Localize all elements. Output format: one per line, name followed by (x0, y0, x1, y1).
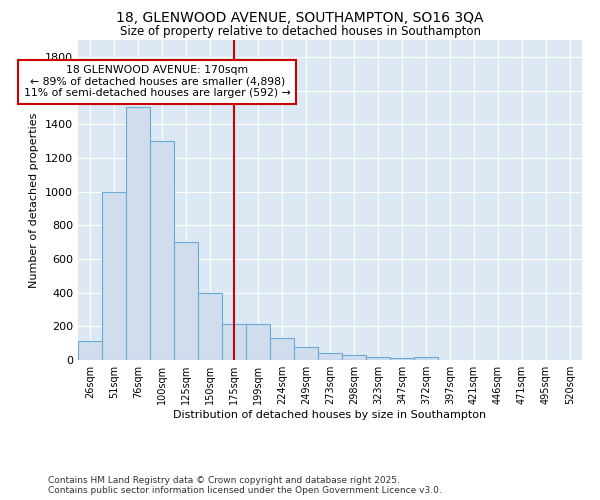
Bar (414, 356, 438, 360)
Bar (198, 292, 222, 360)
Bar (174, 242, 198, 360)
Bar (294, 348, 318, 360)
Text: Size of property relative to detached houses in Southampton: Size of property relative to detached ho… (119, 24, 481, 38)
Bar (390, 358, 414, 360)
Text: Contains HM Land Registry data © Crown copyright and database right 2025.: Contains HM Land Registry data © Crown c… (48, 476, 400, 485)
Text: 18 GLENWOOD AVENUE: 170sqm
← 89% of detached houses are smaller (4,898)
11% of s: 18 GLENWOOD AVENUE: 170sqm ← 89% of deta… (24, 66, 290, 98)
Bar (366, 358, 390, 360)
Y-axis label: Number of detached properties: Number of detached properties (29, 112, 40, 288)
Bar (270, 338, 294, 360)
Bar (102, 192, 126, 360)
Bar (246, 324, 270, 360)
Bar (126, 108, 150, 360)
Text: 18, GLENWOOD AVENUE, SOUTHAMPTON, SO16 3QA: 18, GLENWOOD AVENUE, SOUTHAMPTON, SO16 3… (116, 12, 484, 26)
Bar (78, 342, 102, 360)
Text: Contains public sector information licensed under the Open Government Licence v3: Contains public sector information licen… (48, 486, 442, 495)
Bar (150, 141, 174, 360)
Bar (342, 355, 366, 360)
Bar (318, 354, 342, 360)
Bar (222, 324, 246, 360)
X-axis label: Distribution of detached houses by size in Southampton: Distribution of detached houses by size … (173, 410, 487, 420)
